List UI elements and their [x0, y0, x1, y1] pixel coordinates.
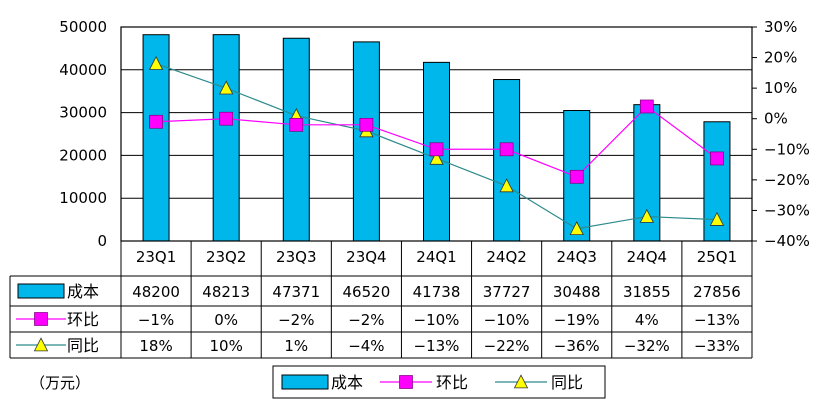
unit-label: （万元） — [30, 374, 91, 392]
table-cell: 41738 — [413, 283, 461, 301]
y-right-tick-label: 20% — [764, 49, 797, 67]
bar-series — [142, 34, 731, 242]
y-right-tick-label: 30% — [764, 18, 797, 36]
plot-frame — [120, 26, 753, 242]
mom-point — [289, 117, 304, 132]
table-cell: −22% — [484, 337, 530, 355]
y-left-tick-label: 20000 — [59, 146, 107, 164]
mom-point — [219, 111, 234, 126]
yoy-point — [639, 208, 654, 223]
line-series — [148, 55, 725, 236]
table-cell: −19% — [554, 311, 600, 329]
y-left-tick-label: 30000 — [59, 104, 107, 122]
table-cell: −13% — [414, 337, 460, 355]
category-label: 23Q4 — [346, 248, 386, 266]
yoy-point — [709, 211, 725, 226]
category-label: 23Q3 — [276, 248, 316, 266]
table-cell: −13% — [694, 311, 740, 329]
table-cell: 0% — [214, 311, 238, 329]
y-left-tick-label: 0 — [97, 232, 107, 250]
data-table: 23Q1 23Q2 23Q3 23Q4 24Q1 24Q2 24Q3 24Q4 25Q1 成本环比… — [9, 241, 753, 359]
bar — [352, 41, 380, 242]
table-cell: −1% — [138, 311, 174, 329]
y-right-tick-label: −40% — [764, 232, 810, 250]
table-cell: −33% — [694, 337, 740, 355]
table-cell: −2% — [348, 311, 384, 329]
table-cell: 27856 — [693, 283, 741, 301]
row-key-cost — [17, 283, 65, 299]
table-cell: 10% — [209, 337, 242, 355]
yoy-point — [569, 221, 584, 236]
row-label-mom: 环比 — [67, 310, 99, 329]
legend-key-cost — [281, 374, 329, 390]
table-cell: 30488 — [553, 283, 601, 301]
table-cell: −2% — [278, 311, 314, 329]
yoy-point — [148, 55, 164, 70]
category-label: 24Q4 — [627, 248, 667, 266]
table-cell: −10% — [414, 311, 460, 329]
y-left-tick-label: 10000 — [59, 189, 107, 207]
legend-label-yoy: 同比 — [551, 373, 583, 392]
y-right-tick-label: −20% — [764, 171, 810, 189]
y-right-tick-label: −30% — [764, 201, 810, 219]
category-label: 24Q2 — [486, 248, 526, 266]
bar — [282, 37, 310, 242]
mom-point — [710, 151, 724, 166]
row-key-yoy-marker — [33, 337, 49, 352]
y-right-tick-label: 10% — [764, 79, 797, 97]
category-label: 24Q3 — [557, 248, 597, 266]
legend-key-yoy-marker — [513, 374, 529, 389]
yoy-point — [429, 150, 444, 165]
y-right-tick-label: −10% — [764, 140, 810, 158]
table-cell: 46520 — [343, 283, 391, 301]
table-cell: −32% — [624, 337, 670, 355]
yoy-point — [499, 178, 514, 193]
y-left-tick-label: 50000 — [59, 18, 107, 36]
table-cell: −36% — [554, 337, 600, 355]
table-cell: 48213 — [202, 283, 250, 301]
mom-point — [639, 99, 654, 114]
mom-point — [499, 142, 514, 157]
row-label-cost: 成本 — [67, 282, 99, 301]
table-cell: −10% — [484, 311, 530, 329]
legend-key-mom-marker — [399, 375, 413, 389]
category-label: 23Q1 — [136, 248, 176, 266]
table-cell: 1% — [284, 337, 308, 355]
table-cell: 48200 — [132, 283, 180, 301]
row-key-mom-marker — [34, 312, 48, 326]
table-cell: 4% — [635, 311, 659, 329]
mom-point — [149, 114, 163, 129]
y-right-tick-label: 0% — [764, 110, 788, 128]
yoy-point — [219, 80, 234, 95]
bar — [212, 34, 240, 242]
y-left-tick-label: 40000 — [59, 61, 107, 79]
category-label: 23Q2 — [206, 248, 246, 266]
mom-point — [429, 142, 444, 157]
legend: 成本 环比 同比 — [272, 365, 606, 399]
row-label-yoy: 同比 — [67, 336, 99, 355]
legend-label-mom: 环比 — [436, 373, 468, 392]
table-cell: 47371 — [272, 283, 320, 301]
mom-point — [359, 117, 374, 132]
category-label: 25Q1 — [697, 248, 737, 266]
mom-point — [569, 169, 584, 184]
table-cell: −4% — [348, 337, 384, 355]
axes: 0 10000 20000 30000 40000 50000 −40% −30% −20% −1… — [59, 18, 810, 250]
table-cell: 31855 — [623, 283, 671, 301]
table-cell: 18% — [139, 337, 172, 355]
table-cell: 37727 — [483, 283, 531, 301]
legend-label-cost: 成本 — [331, 373, 363, 392]
bar — [493, 79, 521, 242]
category-label: 24Q1 — [416, 248, 456, 266]
